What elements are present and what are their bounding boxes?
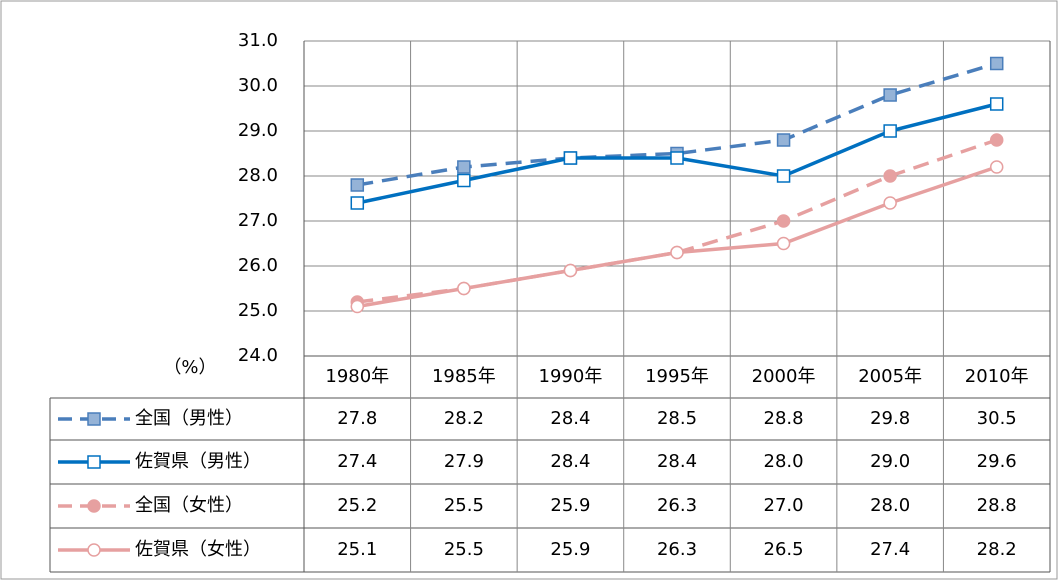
table-value: 28.8	[764, 408, 804, 429]
table-value: 29.6	[977, 451, 1017, 472]
marker	[670, 151, 684, 165]
table-value: 27.4	[870, 539, 910, 560]
x-tick-label: 1980年	[325, 366, 389, 387]
table-value: 27.8	[337, 408, 377, 429]
x-tick-label: 2005年	[858, 366, 922, 387]
marker	[563, 151, 578, 165]
table-value: 28.2	[444, 408, 484, 429]
table-value: 28.4	[550, 408, 590, 429]
y-tick-label: 30.0	[238, 75, 278, 96]
table-value: 27.4	[337, 451, 377, 472]
y-tick-label: 26.0	[238, 255, 278, 276]
table-value: 28.4	[550, 451, 590, 472]
marker	[776, 133, 791, 147]
y-unit-label: （%）	[163, 357, 216, 378]
table-value: 25.5	[444, 495, 484, 516]
legend-marker	[87, 499, 101, 513]
marker	[776, 169, 791, 183]
x-tick-label: 1985年	[432, 366, 496, 387]
legend-marker	[87, 543, 101, 557]
marker	[350, 196, 365, 210]
table-value: 25.1	[337, 539, 377, 560]
y-tick-label: 28.0	[238, 165, 278, 186]
x-tick-label: 1990年	[539, 366, 603, 387]
marker	[989, 97, 1004, 111]
marker	[457, 173, 471, 188]
table-value: 26.3	[657, 495, 697, 516]
table-value: 28.0	[870, 495, 910, 516]
table-value: 29.8	[870, 408, 910, 429]
marker	[989, 56, 1004, 71]
table-value: 27.0	[764, 495, 804, 516]
marker	[989, 133, 1004, 147]
y-tick-label: 24.0	[238, 345, 278, 366]
legend-label: 佐賀県（男性）	[135, 451, 261, 472]
table-value: 27.9	[444, 451, 484, 472]
legend-label: 佐賀県（女性）	[135, 539, 261, 560]
marker	[350, 299, 365, 314]
table-value: 25.9	[550, 539, 590, 560]
table-value: 28.5	[657, 408, 697, 429]
marker	[670, 245, 684, 260]
y-tick-label: 29.0	[238, 120, 278, 141]
table-value: 25.2	[337, 495, 377, 516]
table-value: 30.5	[977, 408, 1017, 429]
marker	[776, 236, 791, 251]
x-tick-label: 1995年	[645, 366, 709, 387]
table-value: 28.2	[977, 539, 1017, 560]
legend-label: 全国（女性）	[135, 495, 243, 516]
table-value: 26.5	[764, 539, 804, 560]
legend-marker	[87, 412, 101, 426]
table-value: 26.3	[657, 539, 697, 560]
table-value: 25.9	[550, 495, 590, 516]
y-tick-label: 27.0	[238, 210, 278, 231]
table-value: 29.0	[870, 451, 910, 472]
marker	[883, 196, 897, 210]
marker	[457, 160, 471, 174]
y-tick-label: 25.0	[238, 300, 278, 321]
marker	[883, 124, 897, 138]
legend-label: 全国（男性）	[135, 408, 243, 429]
table-value: 28.0	[764, 451, 804, 472]
marker	[883, 88, 897, 102]
y-tick-label: 31.0	[238, 30, 278, 51]
table-value: 28.4	[657, 451, 697, 472]
x-tick-label: 2010年	[965, 366, 1029, 387]
marker	[350, 178, 365, 192]
marker	[457, 281, 471, 296]
table-value: 28.8	[977, 495, 1017, 516]
x-tick-label: 2000年	[752, 366, 816, 387]
marker	[989, 160, 1004, 174]
marker	[563, 263, 578, 278]
legend-marker	[87, 455, 101, 469]
table-value: 25.5	[444, 539, 484, 560]
marker	[883, 169, 897, 183]
marker	[776, 214, 791, 228]
